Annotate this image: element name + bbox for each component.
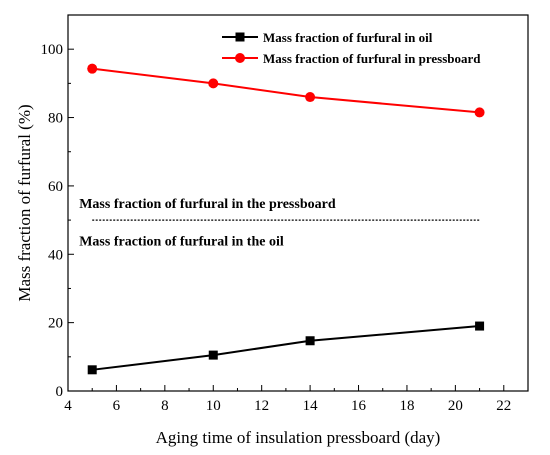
x-axis-label: Aging time of insulation pressboard (day… xyxy=(156,428,441,447)
y-tick-label: 100 xyxy=(41,42,64,58)
x-tick-label: 4 xyxy=(64,398,72,414)
y-tick-label: 0 xyxy=(56,384,64,400)
x-tick-label: 16 xyxy=(351,398,367,414)
legend-marker-circle xyxy=(235,53,245,63)
annotation-label: Mass fraction of furfural in the pressbo… xyxy=(79,197,336,212)
x-tick-label: 22 xyxy=(496,398,511,414)
x-tick-label: 10 xyxy=(206,398,221,414)
y-tick-label: 40 xyxy=(48,247,63,263)
x-tick-label: 8 xyxy=(161,398,169,414)
y-tick-label: 20 xyxy=(48,316,63,332)
y-tick-label: 60 xyxy=(48,179,63,195)
data-point-square xyxy=(475,321,485,331)
x-tick-label: 14 xyxy=(303,398,319,414)
plot-frame xyxy=(67,14,529,392)
data-point-circle xyxy=(87,63,98,74)
data-point-circle xyxy=(305,92,316,103)
legend-marker-square xyxy=(235,32,245,42)
x-tick-label: 20 xyxy=(448,398,463,414)
series-line xyxy=(92,67,480,114)
data-point-square xyxy=(87,365,97,375)
legend-label: Mass fraction of furfural in pressboard xyxy=(263,51,481,66)
y-tick-label: 80 xyxy=(48,111,63,127)
series-line xyxy=(92,325,480,371)
x-tick-label: 6 xyxy=(113,398,121,414)
y-axis-label: Mass fraction of furfural (%) xyxy=(15,104,34,301)
x-tick-label: 18 xyxy=(399,398,414,414)
data-point-square xyxy=(208,350,218,360)
legend-label: Mass fraction of furfural in oil xyxy=(263,30,433,45)
x-tick-label: 12 xyxy=(254,398,269,414)
data-point-square xyxy=(305,336,315,346)
annotation-label: Mass fraction of furfural in the oil xyxy=(79,235,284,250)
data-point-circle xyxy=(208,78,219,89)
data-point-circle xyxy=(474,107,485,118)
